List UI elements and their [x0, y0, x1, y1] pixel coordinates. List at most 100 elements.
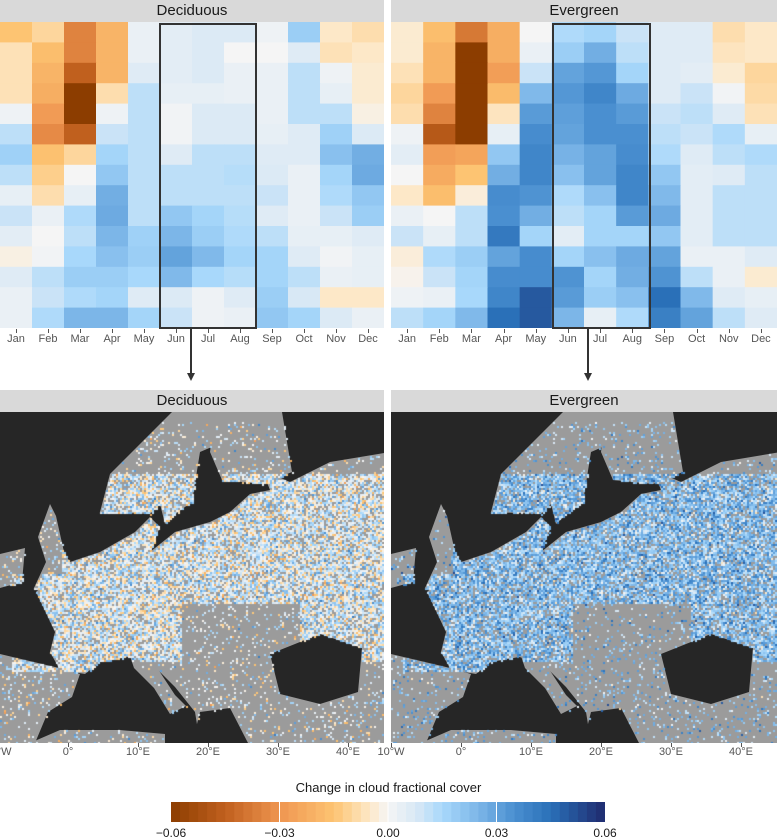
heatmap-cell	[519, 307, 553, 328]
heatmap-cell	[519, 22, 553, 43]
heatmap-cell	[160, 287, 193, 309]
heatmap-cell	[744, 266, 777, 288]
colorbar-step	[306, 802, 317, 822]
heatmap-cell	[391, 205, 424, 227]
heatmap-cell	[256, 205, 289, 227]
heatmap-cell	[712, 307, 746, 328]
heatmap-cell	[584, 62, 617, 84]
heatmap-cell	[192, 226, 225, 247]
colorbar-step	[234, 802, 244, 822]
heatmap-cell	[616, 266, 649, 288]
heatmap-cell	[64, 62, 97, 84]
heatmap-cell	[32, 185, 65, 207]
heatmap-cell	[32, 144, 65, 166]
heatmap-cell	[680, 83, 714, 105]
month-tick	[728, 329, 730, 333]
heatmap-cell	[616, 246, 649, 268]
heatmap-cell	[551, 205, 585, 227]
colorbar-step	[351, 802, 362, 822]
heatmap-cell	[288, 124, 321, 145]
heatmap-cell	[64, 266, 97, 288]
heatmap-cell	[32, 307, 65, 328]
colorbar-step	[550, 802, 561, 822]
month-tick	[112, 329, 113, 333]
heatmap-cell	[0, 144, 33, 166]
heatmap-cell	[584, 307, 617, 328]
month-label: Feb	[38, 333, 58, 345]
colorbar-step	[523, 802, 534, 822]
heatmap-title-deciduous: Deciduous	[0, 0, 384, 22]
heatmap-cell	[128, 205, 161, 227]
heatmap-cell	[391, 164, 424, 186]
heatmap-cell	[224, 287, 257, 309]
heatmap-cell	[616, 287, 649, 309]
month-label: Jun	[559, 333, 577, 345]
heatmap-cell	[487, 144, 521, 166]
heatmap-cell	[192, 307, 225, 328]
heatmap-cell	[680, 62, 714, 84]
heatmap-cell	[0, 164, 33, 186]
heatmap-cell	[64, 287, 97, 309]
colorbar-tick-label: −0.06	[155, 826, 187, 840]
heatmap-cell	[391, 83, 424, 105]
longitude-label: 10°W	[377, 746, 405, 758]
heatmap-cell	[423, 164, 456, 186]
colorbar-step	[568, 802, 579, 822]
heatmap-cell	[487, 83, 521, 105]
heatmap-cell	[32, 124, 65, 145]
heatmap-cell	[288, 103, 321, 125]
heatmap-cell	[551, 124, 585, 145]
heatmap-cell	[0, 246, 33, 268]
heatmap-cell	[32, 226, 65, 247]
heatmap-cell	[423, 103, 456, 125]
heatmap-cell	[648, 22, 681, 43]
longitude-tick	[461, 743, 462, 747]
heatmap-cell	[256, 185, 289, 207]
heatmap-cell	[128, 22, 161, 43]
longitude-tick	[531, 743, 532, 747]
arrow-line-evergreen	[587, 329, 589, 374]
heatmap-cell	[0, 83, 33, 105]
heatmap-cell	[160, 62, 193, 84]
heatmap-cell	[744, 103, 777, 125]
heatmap-cell	[64, 226, 97, 247]
month-label: Feb	[429, 333, 449, 345]
heatmap-cell	[224, 42, 257, 64]
month-tick	[439, 329, 441, 333]
heatmap-cell	[487, 103, 521, 125]
month-label: Sep	[654, 333, 675, 345]
month-label: Apr	[495, 333, 513, 345]
heatmap-cell	[320, 226, 353, 247]
month-tick	[48, 329, 49, 333]
heatmap-cell	[352, 185, 384, 207]
month-tick	[144, 329, 145, 333]
heatmap-cell	[455, 22, 488, 43]
month-tick	[407, 329, 409, 333]
heatmap-cell	[712, 164, 746, 186]
colorbar-tick-label: 0.00	[376, 826, 400, 840]
heatmap-cell	[519, 246, 553, 268]
longitude-tick	[391, 743, 392, 747]
heatmap-cell	[160, 246, 193, 268]
heatmap-cell	[288, 246, 321, 268]
heatmap-cell	[0, 124, 33, 145]
arrow-down-icon	[187, 373, 195, 381]
heatmap-cell	[192, 103, 225, 125]
heatmap-cell	[288, 22, 321, 43]
heatmap-cell	[192, 185, 225, 207]
heatmap-cell	[96, 22, 129, 43]
heatmap-cell	[584, 103, 617, 125]
heatmap-cell	[391, 287, 424, 309]
heatmap-cell	[551, 103, 585, 125]
heatmap-cell	[352, 205, 384, 227]
heatmap-cell	[680, 103, 714, 125]
heatmap-cell	[96, 124, 129, 145]
heatmap-cell	[64, 205, 97, 227]
heatmap-cell	[288, 164, 321, 186]
colorbar-step	[261, 802, 271, 822]
heatmap-cell	[224, 22, 257, 43]
month-tick	[535, 329, 537, 333]
heatmap-cell	[648, 62, 681, 84]
heatmap-cell	[128, 266, 161, 288]
longitude-label: 0°	[455, 746, 467, 758]
